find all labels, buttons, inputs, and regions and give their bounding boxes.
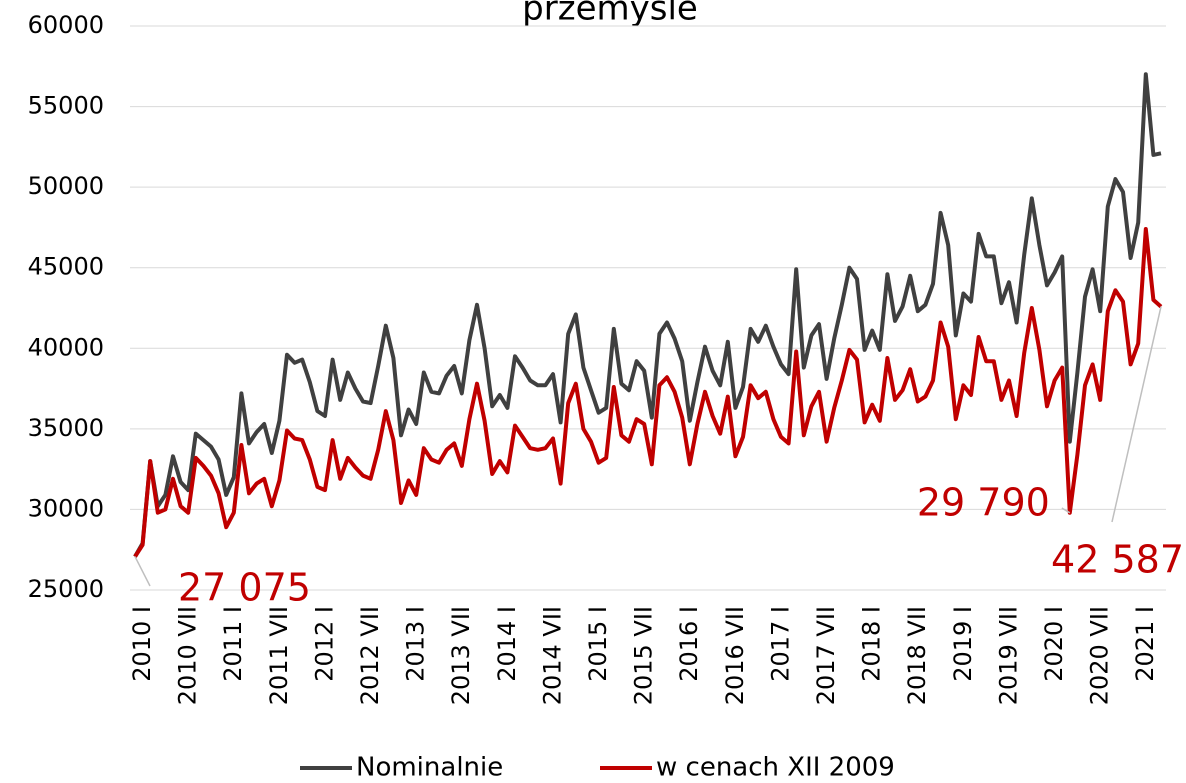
- x-tick-label: 2016 I: [675, 606, 703, 682]
- x-tick-label: 2016 VII: [721, 606, 749, 705]
- y-tick-label: 50000: [28, 172, 104, 200]
- y-tick-label: 35000: [28, 414, 104, 442]
- data-label: 27 075: [178, 566, 311, 610]
- y-tick-label: 55000: [28, 92, 104, 120]
- series-line: [133, 72, 1162, 558]
- leader-line: [1061, 507, 1071, 514]
- chart-title: przemyśle: [522, 0, 698, 29]
- data-label: 42 587: [1051, 538, 1184, 582]
- x-tick-label: 2014 I: [493, 606, 521, 682]
- series-line: [133, 227, 1163, 558]
- x-tick-label: 2013 I: [402, 606, 430, 682]
- x-tick-label: 2011 I: [219, 606, 247, 682]
- x-tick-label: 2017 VII: [812, 606, 840, 705]
- y-tick-label: 60000: [28, 11, 104, 39]
- leader-line: [134, 556, 151, 587]
- x-tick-label: 2015 I: [584, 606, 612, 682]
- x-tick-label: 2013 VII: [447, 606, 475, 705]
- x-tick-label: 2012 I: [310, 606, 338, 682]
- legend-label: w cenach XII 2009: [656, 753, 895, 783]
- legend-label: Nominalnie: [356, 753, 503, 783]
- y-tick-label: 40000: [28, 333, 104, 361]
- y-tick-label: 30000: [28, 494, 104, 522]
- x-tick-label: 2015 VII: [630, 606, 658, 705]
- x-tick-label: 2018 I: [858, 606, 886, 682]
- x-tick-label: 2010 I: [128, 606, 156, 682]
- data-label: 29 790: [917, 481, 1050, 525]
- x-tick-label: 2017 I: [766, 606, 794, 682]
- x-tick-label: 2014 VII: [538, 606, 566, 705]
- y-tick-label: 45000: [28, 253, 104, 281]
- x-tick-label: 2019 I: [949, 606, 977, 682]
- x-tick-label: 2021 I: [1131, 606, 1159, 682]
- y-tick-label: 25000: [28, 575, 104, 603]
- x-tick-label: 2012 VII: [356, 606, 384, 705]
- x-tick-label: 2010 VII: [174, 606, 202, 705]
- x-tick-label: 2018 VII: [903, 606, 931, 705]
- leader-line: [1111, 306, 1162, 523]
- x-tick-label: 2020 I: [1040, 606, 1068, 682]
- x-tick-label: 2011 VII: [265, 606, 293, 705]
- x-tick-label: 2019 VII: [994, 606, 1022, 705]
- x-tick-label: 2020 VII: [1086, 606, 1114, 705]
